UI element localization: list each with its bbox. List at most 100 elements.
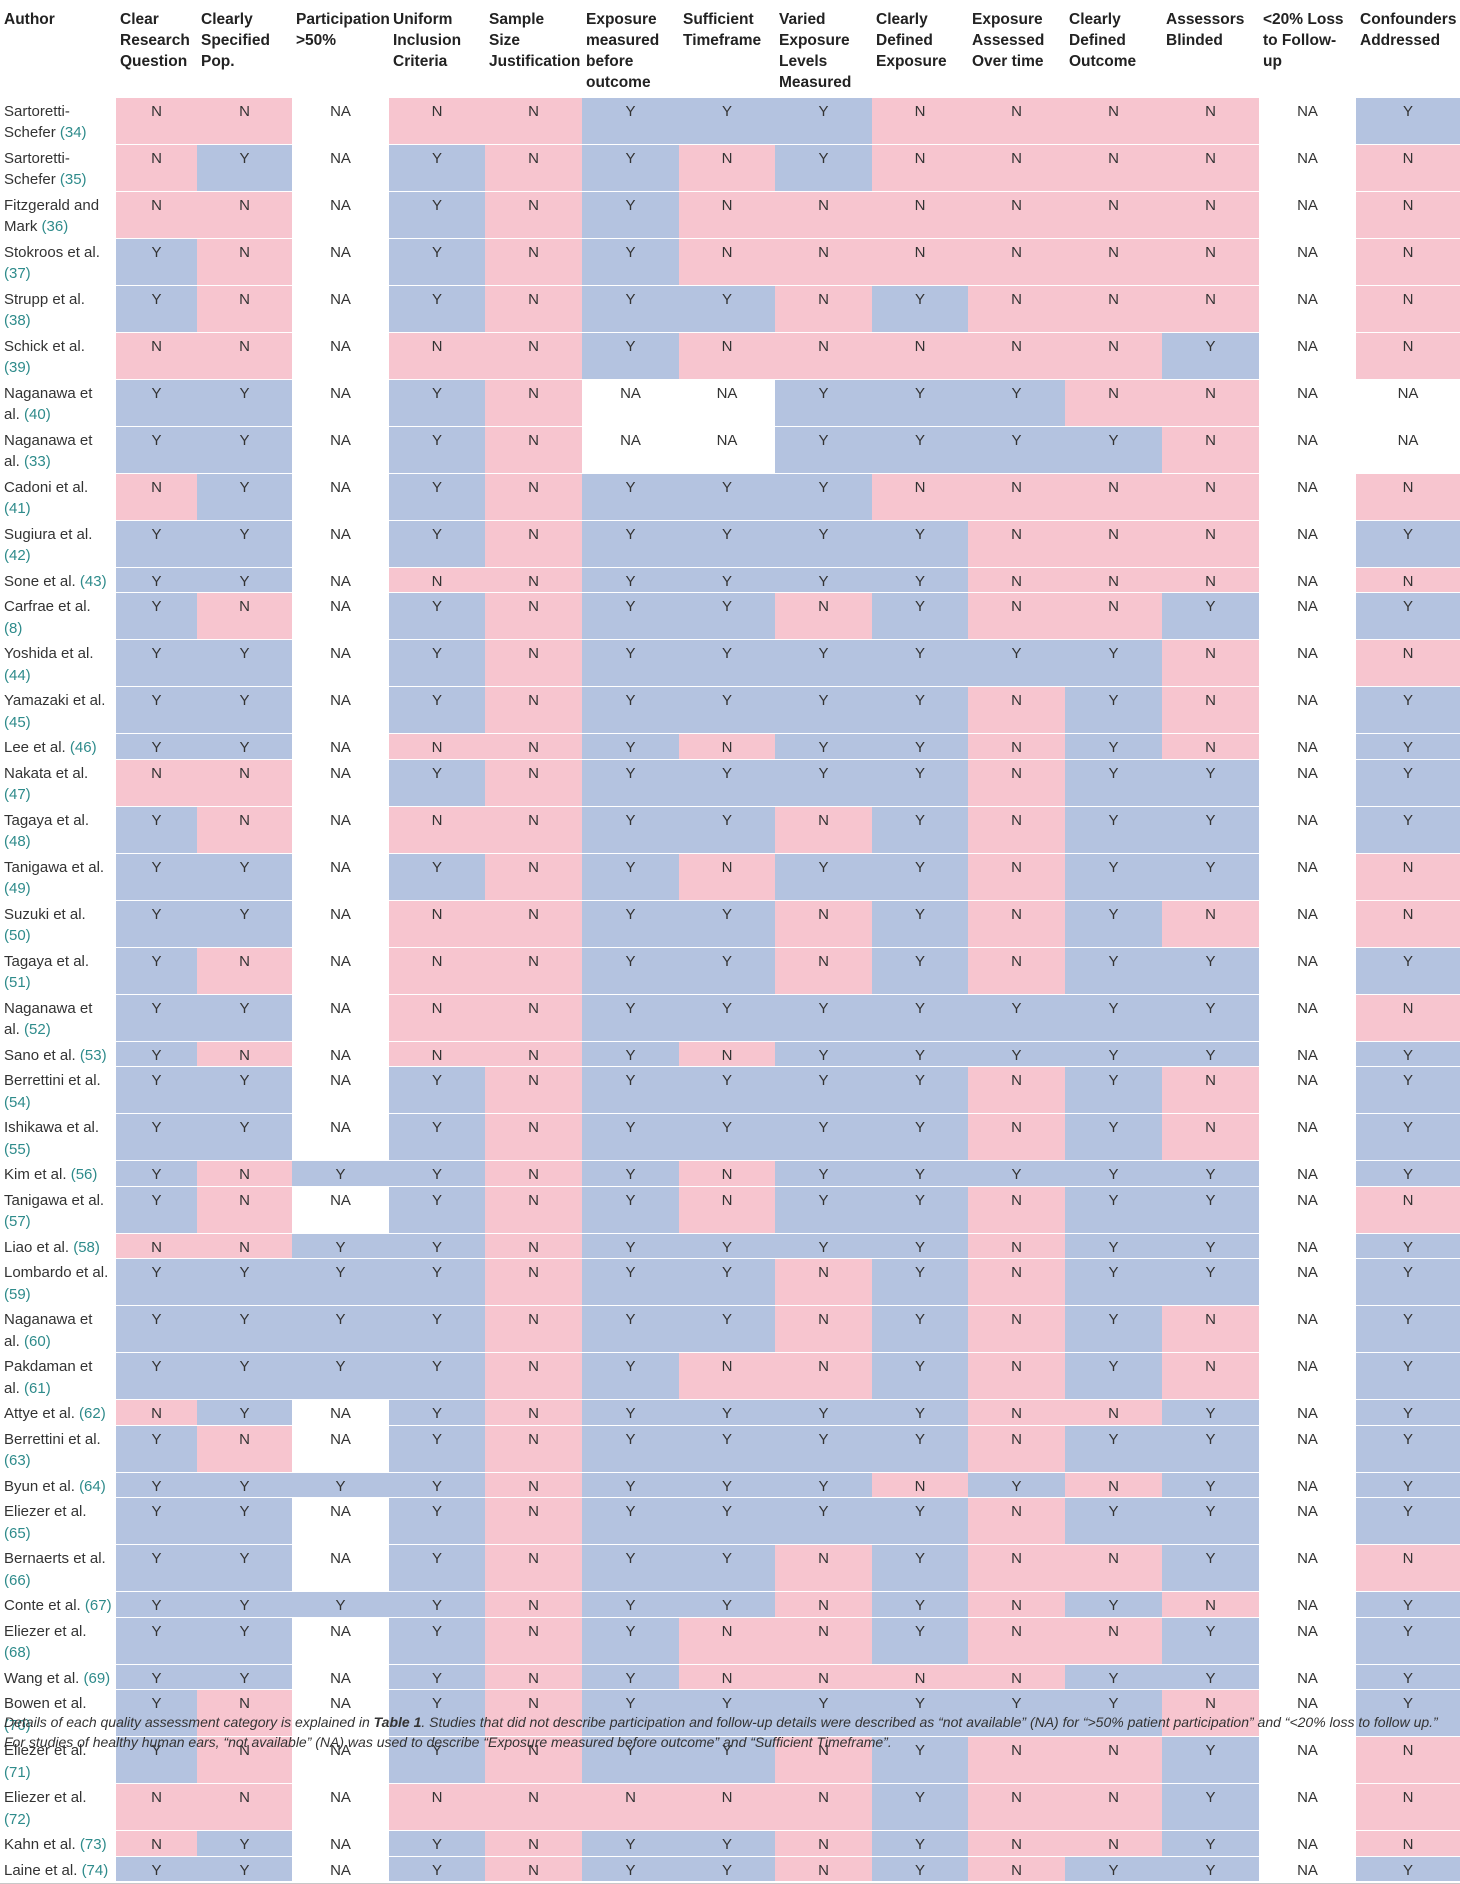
rating-cell: NA bbox=[292, 946, 389, 994]
author-cell: Naganawa et al. (33) bbox=[0, 425, 116, 473]
reference-link[interactable]: (67) bbox=[84, 1597, 112, 1614]
rating-cell: N bbox=[116, 1783, 197, 1831]
reference-link[interactable]: (43) bbox=[79, 572, 107, 590]
rating-cell: NA bbox=[1259, 190, 1356, 238]
reference-link[interactable]: (70) bbox=[4, 1716, 31, 1734]
reference-link[interactable]: (64) bbox=[79, 1477, 106, 1495]
reference-link[interactable]: (34) bbox=[59, 124, 87, 141]
rating-cell: Y bbox=[582, 1855, 679, 1881]
rating-cell: N bbox=[968, 899, 1065, 947]
reference-link[interactable]: (53) bbox=[79, 1046, 107, 1064]
footnote-text-1: Details of each quality assessment categ… bbox=[4, 1714, 374, 1730]
rating-cell: N bbox=[197, 1424, 292, 1472]
author-cell: Sone et al. (43) bbox=[0, 566, 116, 593]
reference-link[interactable]: (49) bbox=[4, 880, 31, 897]
author-cell: Tagaya et al. (48) bbox=[0, 805, 116, 853]
table-row: Naganawa et al. (60) Y Y Y Y N Y Y N Y N Y N NA Y bbox=[0, 1305, 1460, 1353]
reference-link[interactable]: (60) bbox=[24, 1332, 51, 1350]
rating-cell: Y bbox=[389, 1066, 485, 1114]
rating-cell: N bbox=[775, 899, 872, 947]
reference-link[interactable]: (57) bbox=[4, 1213, 31, 1230]
reference-link[interactable]: (54) bbox=[4, 1093, 31, 1111]
reference-link[interactable]: (72) bbox=[4, 1810, 31, 1828]
reference-link[interactable]: (39) bbox=[4, 359, 31, 376]
rating-cell: Y bbox=[679, 1497, 775, 1545]
column-header: Clearly Defined Exposure bbox=[876, 11, 947, 70]
reference-link[interactable]: (56) bbox=[70, 1166, 98, 1183]
author-cell: Kim et al. (56) bbox=[0, 1160, 116, 1186]
reference-link[interactable]: (37) bbox=[4, 265, 31, 282]
rating-cell: N bbox=[389, 946, 485, 994]
rating-cell: N bbox=[485, 1066, 582, 1114]
reference-link[interactable]: (38) bbox=[4, 312, 31, 329]
rating-cell: Y bbox=[116, 378, 197, 426]
reference-link[interactable]: (46) bbox=[69, 739, 97, 756]
rating-cell: Y bbox=[116, 1544, 197, 1592]
rating-cell: N bbox=[679, 733, 775, 759]
column-header: Exposure Assessed Over time bbox=[972, 11, 1045, 70]
reference-link[interactable]: (33) bbox=[24, 453, 51, 470]
rating-cell: N bbox=[116, 143, 197, 191]
rating-cell: N bbox=[485, 284, 582, 332]
author-cell: Berrettini et al. (63) bbox=[0, 1424, 116, 1472]
rating-cell: N bbox=[197, 1160, 292, 1186]
reference-link[interactable]: (35) bbox=[59, 171, 87, 188]
rating-cell: Y bbox=[1065, 899, 1162, 947]
reference-link[interactable]: (71) bbox=[4, 1763, 31, 1781]
reference-link[interactable]: (68) bbox=[4, 1644, 31, 1661]
rating-cell: N bbox=[968, 1258, 1065, 1306]
author-name: Cadoni et al. bbox=[4, 478, 89, 496]
rating-cell: N bbox=[1065, 592, 1162, 640]
rating-cell: N bbox=[775, 805, 872, 853]
reference-link[interactable]: (69) bbox=[83, 1669, 111, 1687]
rating-cell: Y bbox=[679, 1232, 775, 1259]
rating-cell: Y bbox=[1356, 1663, 1460, 1690]
table-row: Yamazaki et al. (45) Y Y NA Y N Y Y Y Y N Y N NA Y bbox=[0, 686, 1460, 734]
rating-cell: Y bbox=[197, 425, 292, 473]
table-row: Eliezer et al. (68) Y Y NA Y N Y N N Y N N Y NA Y bbox=[0, 1616, 1460, 1664]
rating-cell: N bbox=[968, 686, 1065, 734]
author-name: Berrettini et al. bbox=[4, 1430, 101, 1448]
reference-link[interactable]: (51) bbox=[4, 974, 31, 991]
rating-cell: N bbox=[1065, 1544, 1162, 1592]
reference-link[interactable]: (36) bbox=[41, 218, 69, 235]
reference-link[interactable]: (62) bbox=[79, 1405, 106, 1422]
reference-link[interactable]: (42) bbox=[4, 547, 31, 564]
reference-link[interactable]: (45) bbox=[4, 713, 31, 731]
rating-cell: Y bbox=[872, 946, 968, 994]
reference-link[interactable]: (41) bbox=[4, 500, 31, 517]
rating-cell: Y bbox=[872, 1591, 968, 1617]
footnote-table-ref[interactable]: Table 1 bbox=[373, 1714, 422, 1730]
reference-link[interactable]: (52) bbox=[24, 1021, 51, 1038]
author-name: Schick et al. bbox=[4, 337, 85, 355]
author-name: Nakata et al. bbox=[4, 764, 89, 782]
reference-link[interactable]: (55) bbox=[4, 1140, 31, 1158]
reference-link[interactable]: (74) bbox=[81, 1861, 109, 1879]
rating-cell: Y bbox=[1065, 1040, 1162, 1067]
rating-cell: Y bbox=[872, 733, 968, 759]
rating-cell: Y bbox=[775, 1066, 872, 1114]
reference-link[interactable]: (40) bbox=[24, 406, 51, 423]
rating-cell: Y bbox=[679, 1305, 775, 1353]
reference-link[interactable]: (48) bbox=[4, 833, 31, 850]
reference-link[interactable]: (61) bbox=[24, 1379, 51, 1397]
reference-link[interactable]: (66) bbox=[4, 1571, 31, 1589]
rating-cell: NA bbox=[1259, 1040, 1356, 1067]
reference-link[interactable]: (50) bbox=[4, 927, 31, 944]
table-row: Lee et al. (46) Y Y NA N N Y N Y Y N Y N NA Y bbox=[0, 733, 1460, 759]
reference-link[interactable]: (73) bbox=[79, 1836, 107, 1853]
reference-link[interactable]: (44) bbox=[4, 666, 31, 684]
rating-cell: Y bbox=[1356, 1399, 1460, 1425]
reference-link[interactable]: (59) bbox=[4, 1285, 31, 1303]
reference-link[interactable]: (8) bbox=[4, 619, 23, 637]
rating-cell: NA bbox=[292, 805, 389, 853]
column-header: Assessors Blinded bbox=[1166, 11, 1245, 49]
reference-link[interactable]: (47) bbox=[4, 786, 31, 803]
reference-link[interactable]: (63) bbox=[4, 1452, 31, 1469]
rating-cell: Y bbox=[1356, 805, 1460, 853]
reference-link[interactable]: (65) bbox=[4, 1524, 31, 1542]
reference-link[interactable]: (58) bbox=[73, 1238, 100, 1256]
rating-cell: N bbox=[485, 1352, 582, 1400]
author-name: Yoshida et al. bbox=[4, 645, 94, 662]
rating-cell: NA bbox=[1259, 1185, 1356, 1233]
